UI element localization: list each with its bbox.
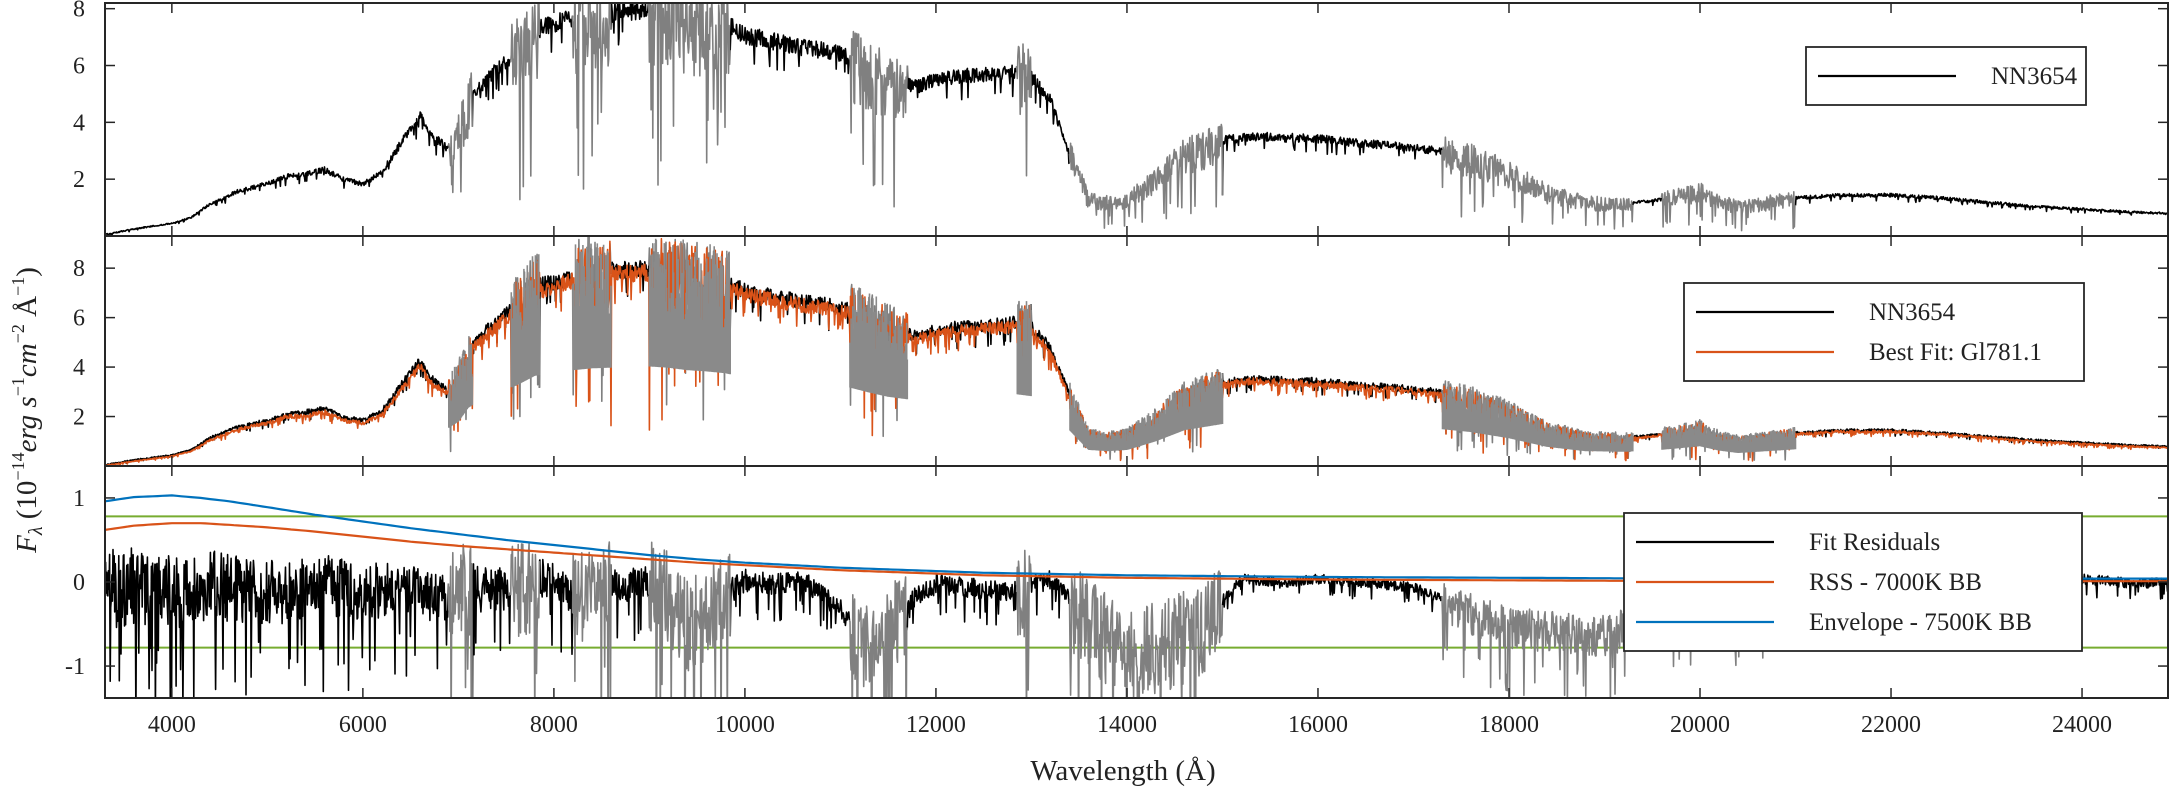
x-axis: 4000 6000 8000 10000 12000 14000 16000 18000 200… <box>148 466 2112 738</box>
legend-box <box>1805 46 2087 106</box>
y-axis-label: Fλ (10−14erg s−1cm−2 Å−1) <box>8 267 47 554</box>
y-tick-label: 4 <box>73 355 85 381</box>
series-nn3654-trace <box>105 3 2168 236</box>
x-tick-label: 18000 <box>1479 712 1539 738</box>
y-tick-label: -1 <box>65 654 85 680</box>
x-axis <box>171 3 2083 236</box>
x-tick-label: 4000 <box>148 712 196 738</box>
legend: Fit Residuals RSS - 7000K BB Envelope - 75… <box>1623 512 2083 652</box>
x-tick-label: 16000 <box>1288 712 1348 738</box>
y-label-close: ) <box>11 267 43 277</box>
y-label-exp1: −14 <box>8 452 28 480</box>
plot-area <box>105 236 2168 466</box>
x-tick-label: 6000 <box>339 712 387 738</box>
x-tick-label: 22000 <box>1861 712 1921 738</box>
y-tick-label: 4 <box>73 110 85 136</box>
legend: NN3654 Best Fit: Gl781.1 <box>1683 282 2085 382</box>
y-tick-label: 0 <box>73 570 85 596</box>
plot-area <box>105 3 2168 236</box>
panel-best-fit: 2 4 6 8 NN3654 Best Fit: Gl781.1 <box>73 235 2169 467</box>
y-axis: -1 0 1 <box>65 486 2168 680</box>
y-tick-label: 2 <box>73 167 85 193</box>
y-label-body: (10 <box>11 481 43 527</box>
y-tick-label: 6 <box>73 54 85 80</box>
y-label-exp4: −1 <box>8 277 28 296</box>
y-tick-label: 1 <box>73 486 85 512</box>
series-nn3654 <box>105 3 2168 236</box>
x-tick-label: 10000 <box>715 712 775 738</box>
panel-spectrum: 2 4 6 8 NN3654 <box>73 0 2169 237</box>
x-axis-label: Wavelength (Å) <box>1030 755 1215 787</box>
legend-label: NN3654 <box>1991 63 2078 90</box>
y-tick-label: 8 <box>73 0 85 23</box>
legend-label: Envelope - 7500K BB <box>1809 609 2032 636</box>
legend-label: RSS - 7000K BB <box>1809 569 1982 596</box>
y-label-exp2: −1 <box>8 377 28 396</box>
y-label-unit1: erg s <box>11 396 43 452</box>
x-tick-label: 20000 <box>1670 712 1730 738</box>
y-label-sub: λ <box>25 526 47 536</box>
x-tick-label: 8000 <box>530 712 578 738</box>
legend-box <box>1683 282 2085 382</box>
y-label-unit3: Å <box>11 296 43 324</box>
x-tick-label: 14000 <box>1097 712 1157 738</box>
x-tick-label: 24000 <box>2052 712 2112 738</box>
telluric-overlay-trace <box>448 236 1797 453</box>
legend-label: NN3654 <box>1869 299 1956 326</box>
x-axis <box>171 236 2083 466</box>
x-tick-label: 12000 <box>906 712 966 738</box>
y-axis: 2 4 6 8 <box>73 256 2168 431</box>
y-label-exp3: −2 <box>8 324 28 343</box>
y-axis: 2 4 6 8 <box>73 0 2168 193</box>
series-nn3654-telluric-trace <box>447 3 1796 232</box>
y-label-prefix: F <box>11 535 43 554</box>
y-label-unit2: cm <box>11 343 43 377</box>
y-tick-label: 8 <box>73 256 85 282</box>
legend-label: Best Fit: Gl781.1 <box>1869 339 2042 366</box>
legend: NN3654 <box>1805 46 2087 106</box>
legend-label: Fit Residuals <box>1809 529 1940 556</box>
y-tick-label: 2 <box>73 405 85 431</box>
telluric-overlay <box>448 236 1797 453</box>
y-tick-label: 6 <box>73 306 85 332</box>
